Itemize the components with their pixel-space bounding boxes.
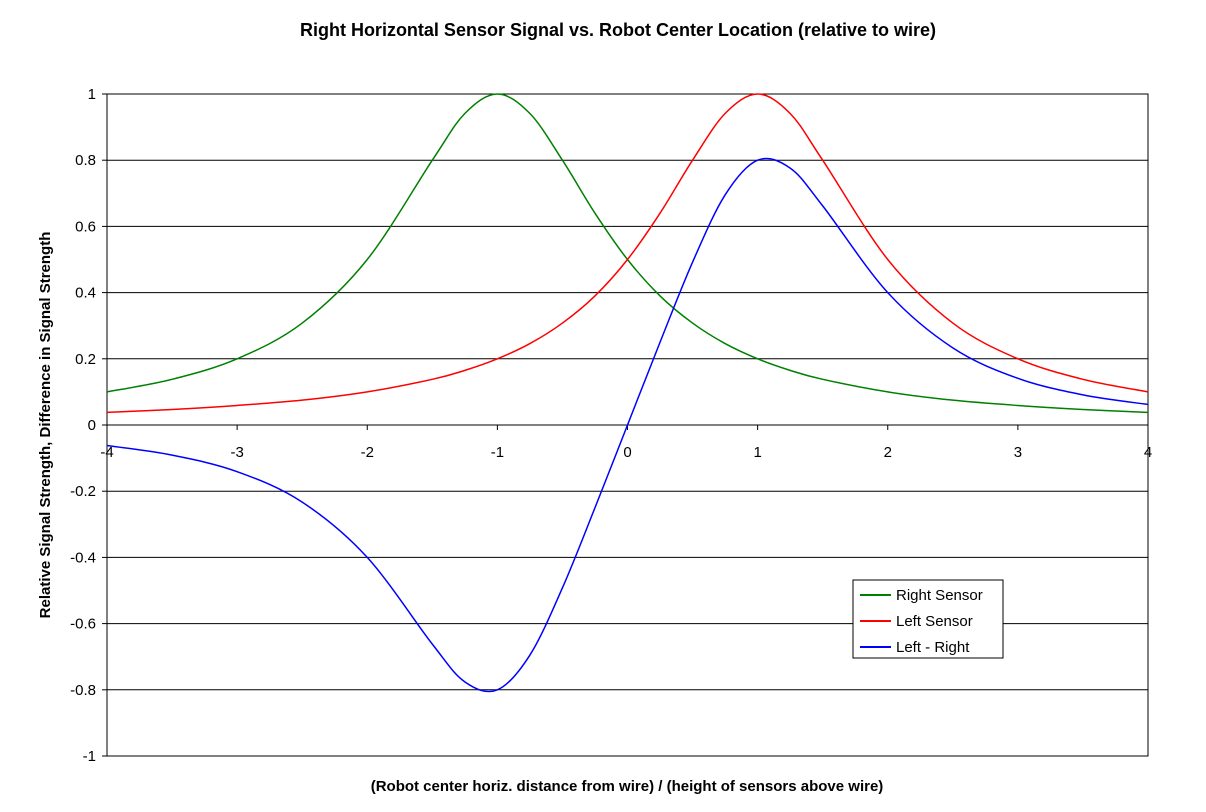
legend-box <box>852 579 1004 659</box>
x-tick-label: 4 <box>1144 444 1152 461</box>
legend-label: Right Sensor <box>896 587 983 604</box>
y-tick-label: -0.8 <box>70 682 96 699</box>
legend-label: Left - Right <box>896 639 970 656</box>
x-tick-label: -2 <box>361 444 374 461</box>
y-tick-label: 0.8 <box>75 152 96 169</box>
gridlines <box>107 159 1148 691</box>
legend-label: Left Sensor <box>896 613 973 630</box>
y-tick-label: -0.6 <box>70 616 96 633</box>
series-line-right-sensor <box>106 93 1149 414</box>
x-tick-label: 1 <box>753 444 761 461</box>
y-tick-label: 0.4 <box>75 285 96 302</box>
x-tick-label: -3 <box>230 444 243 461</box>
y-tick-label: 0.2 <box>75 351 96 368</box>
chart-title: Right Horizontal Sensor Signal vs. Robot… <box>300 20 936 40</box>
y-tick-label: -0.4 <box>70 549 96 566</box>
y-axis-ticks: 1 0.8 0.6 0.4 0.2 0 -0.2 -0.4 -0.6 -0.8 -1 <box>70 86 107 765</box>
legend: Right Sensor Left Sensor Left - Right <box>852 579 1004 659</box>
x-tick-label: -4 <box>100 444 113 461</box>
series-lines <box>106 93 1149 693</box>
y-axis-label: Relative Signal Strength, Difference in … <box>37 232 54 619</box>
y-tick-label: 0 <box>88 417 96 434</box>
y-tick-label: -1 <box>83 748 96 765</box>
x-tick-label: 3 <box>1014 444 1022 461</box>
series-line-left-sensor <box>106 93 1149 414</box>
y-tick-label: -0.2 <box>70 483 96 500</box>
x-tick-label: 2 <box>884 444 892 461</box>
y-tick-label: 0.6 <box>75 218 96 235</box>
x-tick-label: 0 <box>623 444 631 461</box>
y-tick-label: 1 <box>88 86 96 103</box>
x-axis-label: (Robot center horiz. distance from wire)… <box>371 778 884 795</box>
x-tick-label: -1 <box>491 444 504 461</box>
series-line-left-right <box>106 157 1149 693</box>
